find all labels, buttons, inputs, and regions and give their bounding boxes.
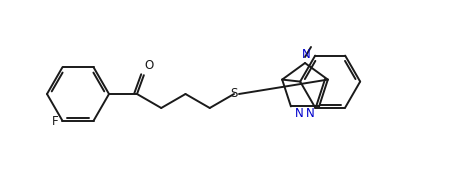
Text: O: O [145,59,154,72]
Text: S: S [230,87,238,99]
Text: N: N [306,107,315,120]
Text: F: F [52,115,58,128]
Text: N: N [295,107,304,120]
Text: N: N [302,48,310,61]
